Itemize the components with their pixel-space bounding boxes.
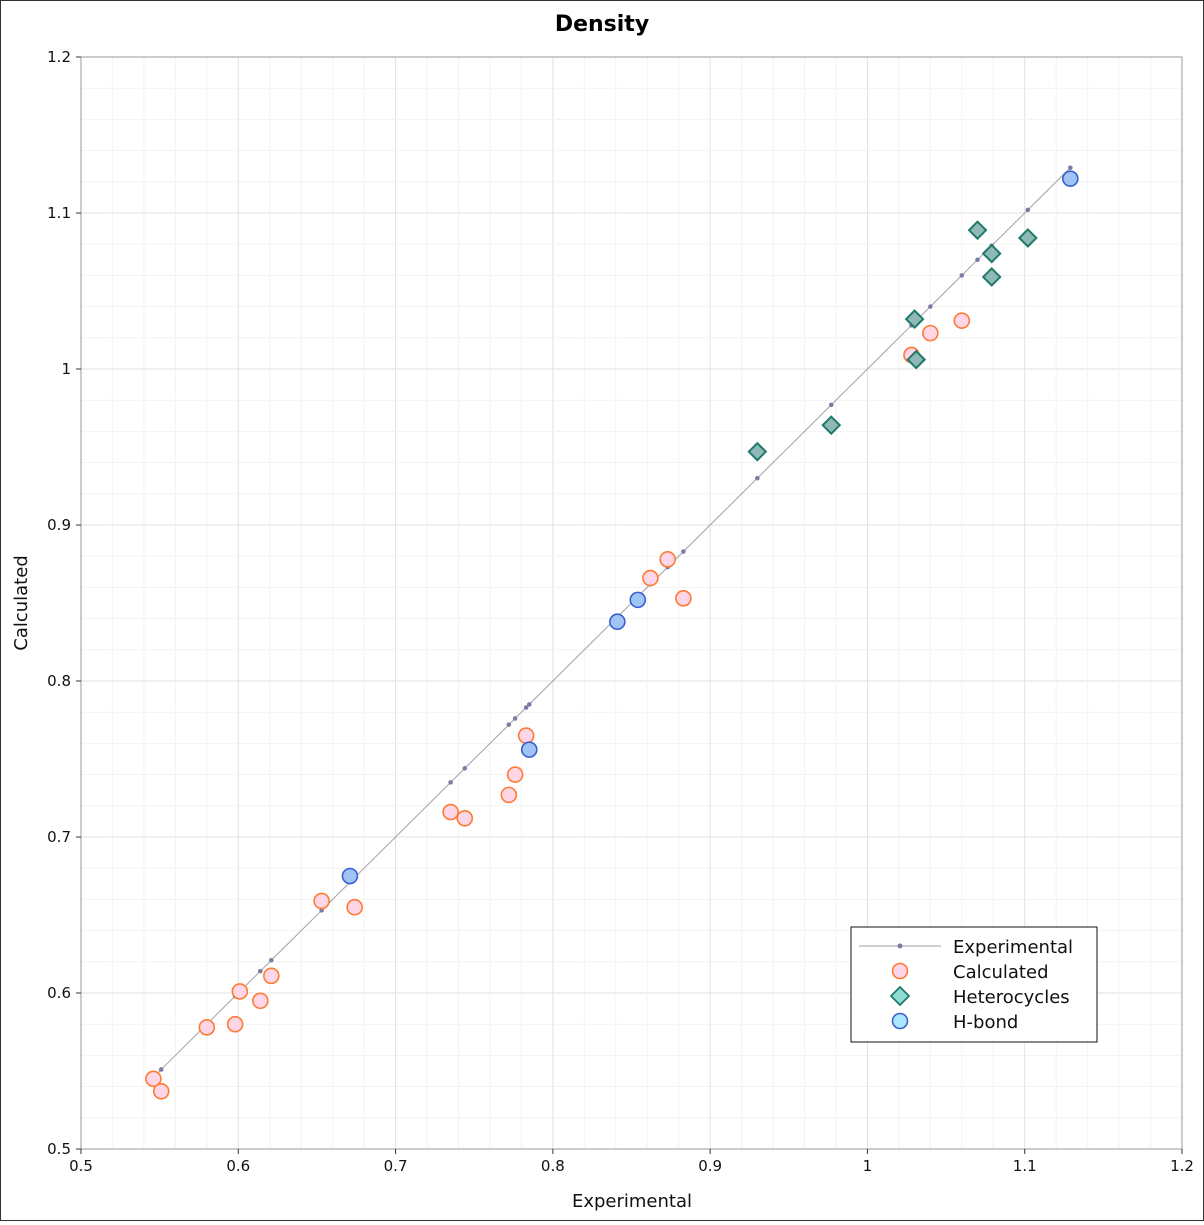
legend-label-calculated: Calculated (953, 962, 1049, 983)
experimental-point (523, 705, 529, 710)
legend-diamond-icon (889, 985, 911, 1007)
calculated-point (198, 1019, 216, 1036)
experimental-point (526, 702, 532, 707)
experimental-point (506, 722, 512, 727)
y-tick-label: 1.1 (47, 204, 71, 222)
legend-item-h-bond: H-bond (891, 1012, 1018, 1033)
heterocycles-point (906, 349, 927, 370)
experimental-point (448, 780, 453, 785)
y-tick-label: 0.5 (47, 1140, 71, 1158)
calculated-point (346, 898, 363, 916)
calculated-point (231, 983, 249, 1000)
heterocycles-point (904, 309, 925, 329)
x-tick-label: 1 (863, 1157, 873, 1175)
heterocycles-point (967, 220, 988, 241)
y-tick-label: 0.7 (47, 828, 71, 846)
calculated-point (226, 1015, 244, 1033)
plot-area (80, 56, 1183, 1150)
calculated-point (152, 1082, 170, 1100)
h-bond-point (629, 591, 647, 609)
legend-circle-icon (891, 962, 909, 980)
legend-circle-icon (891, 1012, 909, 1030)
x-tick-label: 1.1 (1013, 1157, 1037, 1175)
y-tick-label: 0.6 (47, 984, 71, 1002)
x-tick-label: 1.2 (1170, 1157, 1194, 1175)
legend-label-experimental: Experimental (953, 937, 1073, 958)
legend-item-heterocycles: Heterocycles (889, 985, 1070, 1008)
x-tick-label: 0.5 (69, 1157, 93, 1175)
heterocycles-point (821, 415, 842, 436)
calculated-point (145, 1070, 162, 1088)
experimental-point (269, 957, 274, 963)
calculated-point (953, 312, 971, 329)
legend: Experimental Calculated Heterocycles H-b… (850, 926, 1098, 1043)
experimental-point (959, 273, 965, 278)
series (145, 165, 1079, 1100)
experimental-point (1025, 207, 1031, 213)
calculated-point (252, 992, 269, 1010)
calculated-point (456, 809, 474, 827)
chart-title: Density (555, 12, 649, 37)
experimental-point (1068, 165, 1073, 171)
h-bond-point (1062, 170, 1079, 187)
experimental-point (828, 402, 834, 408)
x-tick-label: 0.8 (541, 1157, 565, 1175)
h-bond-point (341, 867, 359, 885)
axis-ticks: 0.5 0.6 0.7 0.8 0.9 1 1.1 1.2 0.5 0.6 0.7 0.8 0.9 1 1.… (47, 48, 1194, 1175)
y-tick-label: 1 (61, 360, 71, 378)
experimental-point (755, 475, 760, 481)
legend-item-experimental: Experimental (859, 937, 1073, 958)
h-bond-point (520, 741, 538, 758)
calculated-point (263, 967, 280, 985)
y-tick-label: 0.9 (47, 516, 71, 534)
experimental-point (975, 257, 980, 263)
legend-item-calculated: Calculated (891, 962, 1049, 983)
legend-dot-icon (897, 943, 903, 949)
calculated-point (442, 803, 459, 821)
y-tick-label: 0.8 (47, 672, 71, 690)
calculated-point (500, 786, 518, 804)
calculated-point (642, 569, 659, 587)
experimental-point (158, 1067, 164, 1072)
legend-label-h-bond: H-bond (953, 1012, 1018, 1033)
x-tick-label: 0.9 (698, 1157, 722, 1175)
heterocycles-point (1017, 228, 1038, 248)
x-tick-label: 0.6 (226, 1157, 250, 1175)
calculated-point (313, 892, 330, 910)
experimental-point (512, 716, 518, 721)
x-axis-title: Experimental (572, 1191, 692, 1212)
heterocycles-point (981, 267, 1002, 287)
heterocycles-point (747, 441, 768, 462)
calculated-point (517, 727, 535, 744)
heterocycles-point (981, 243, 1002, 264)
y-tick-label: 1.2 (47, 48, 71, 66)
experimental-point (258, 968, 263, 974)
experimental-point (681, 549, 686, 554)
h-bond-point (609, 613, 626, 631)
y-axis-title: Calculated (11, 555, 32, 651)
experimental-point (462, 766, 468, 771)
calculated-point (675, 590, 692, 607)
experimental-point (928, 304, 933, 309)
x-tick-label: 0.7 (384, 1157, 408, 1175)
legend-label-heterocycles: Heterocycles (953, 987, 1070, 1008)
calculated-point (922, 324, 939, 342)
calculated-point (659, 551, 676, 568)
calculated-point (506, 766, 524, 783)
